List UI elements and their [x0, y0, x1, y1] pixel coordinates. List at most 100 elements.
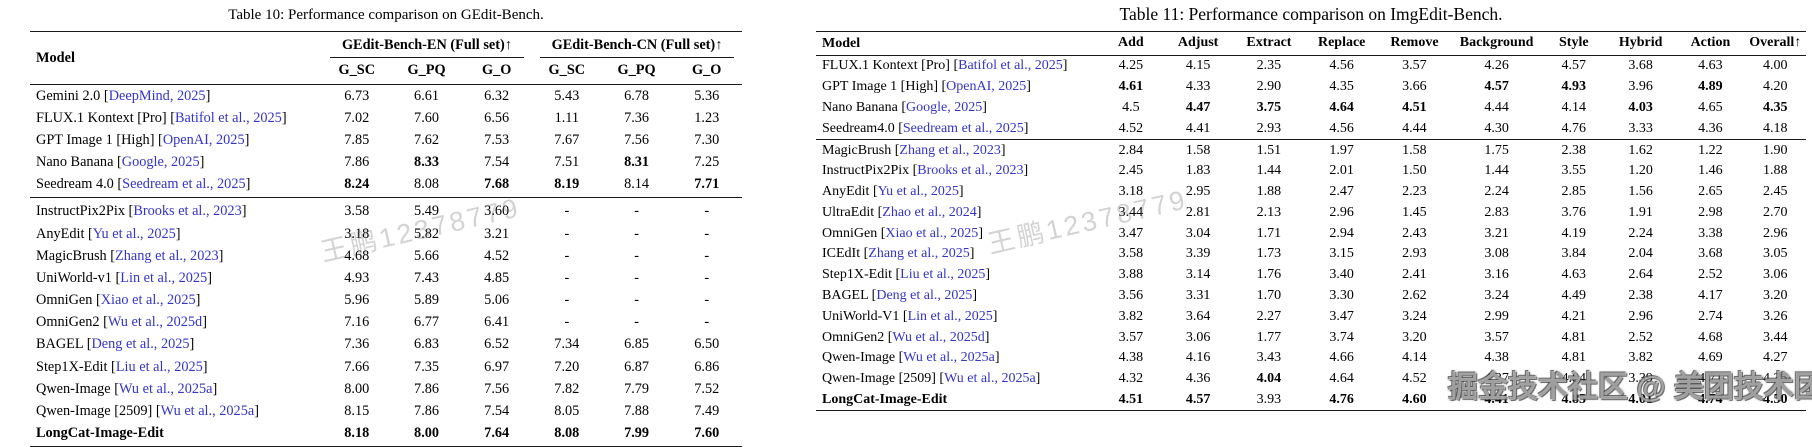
- citation-link[interactable]: Wu et al., 2025d: [107, 314, 203, 331]
- table-row: InstructPix2Pix [Brooks et al., 2023] 3.5…: [30, 198, 742, 223]
- score-cell: 2.74: [1698, 308, 1723, 324]
- score-cell: 3.39: [1628, 371, 1653, 387]
- citation-link[interactable]: Batifol et al., 2025: [958, 58, 1063, 74]
- score-cell: 6.77: [414, 314, 440, 331]
- score-cell: 8.19: [554, 176, 580, 193]
- citation-link[interactable]: Wu et al., 2025a: [944, 371, 1036, 387]
- citation-link[interactable]: DeepMind, 2025: [108, 87, 206, 104]
- score-cell: 4.26: [1484, 58, 1509, 74]
- citation-link[interactable]: Brooks et al., 2023: [917, 163, 1024, 179]
- citation-link[interactable]: Wu et al., 2025a: [118, 380, 213, 397]
- citation-link[interactable]: Deng et al., 2025: [91, 336, 190, 353]
- citation-link[interactable]: Batifol et al., 2025: [175, 109, 282, 126]
- score-cell: 2.84: [1118, 142, 1144, 158]
- score-cell: 4.52: [484, 247, 510, 264]
- score-cell: 4.61: [1118, 79, 1144, 95]
- citation-link[interactable]: Yu et al., 2025: [877, 184, 959, 200]
- citation-link[interactable]: Seedream et al., 2025: [122, 176, 246, 193]
- citation-link[interactable]: Xiao et al., 2025: [885, 225, 979, 241]
- citation-link[interactable]: Zhao et al., 2024: [882, 204, 977, 220]
- score-cell: 4.30: [1484, 120, 1509, 136]
- score-cell: 6.87: [624, 358, 650, 375]
- citation-link[interactable]: Google, 2025: [905, 99, 983, 115]
- score-cell: 4.51: [1118, 391, 1144, 407]
- column-header: Extract: [1246, 35, 1292, 50]
- table-row: UniWorld-v1 [Lin et al., 2025] 4.93 7.43 4.…: [30, 267, 742, 289]
- table-row: FLUX.1 Kontext [Pro] [Batifol et al., 20…: [816, 56, 1806, 77]
- table-row: OmniGen2 [Wu et al., 2025d] 7.16 6.77 6.41 -…: [30, 312, 742, 334]
- table11-caption: Table 11: Performance comparison on ImgE…: [1119, 4, 1503, 24]
- column-header: Style: [1559, 35, 1589, 50]
- score-cell: 6.97: [484, 358, 510, 375]
- score-cell: 5.82: [414, 225, 440, 242]
- table-row: Seedream4.0 [Seedream et al., 2025] 4.52 4…: [816, 118, 1806, 139]
- citation-link[interactable]: OpenAI, 2025: [162, 131, 245, 148]
- score-cell: 7.49: [694, 403, 720, 420]
- citation-link[interactable]: OpenAI, 2025: [946, 79, 1027, 95]
- model-name: BAGEL [Deng et al., 2025]: [36, 336, 195, 353]
- citation-link[interactable]: Brooks et al., 2023: [133, 203, 242, 220]
- score-cell: 8.08: [554, 425, 580, 442]
- score-cell: 7.71: [694, 176, 720, 193]
- model-name: Gemini 2.0 [DeepMind, 2025]: [36, 87, 211, 104]
- column-group-label: GEdit-Bench-EN (Full set)↑: [329, 37, 524, 58]
- citation-link[interactable]: Liu et al., 2025: [115, 358, 203, 375]
- citation-link[interactable]: Deng et al., 2025: [876, 287, 973, 303]
- model-name: Seedream4.0 [Seedream et al., 2025]: [822, 120, 1029, 136]
- table-row: Step1X-Edit [Liu et al., 2025] 7.66 7.35 6.…: [30, 356, 742, 378]
- score-cell: 1.45: [1402, 204, 1427, 220]
- score-cell: 4.38: [1118, 350, 1144, 366]
- citation-link[interactable]: Zhang et al., 2023: [899, 142, 1001, 158]
- score-cell: 4.44: [1402, 120, 1427, 136]
- score-cell: 1.58: [1402, 142, 1427, 158]
- score-cell: 4.63: [1561, 267, 1587, 283]
- score-cell: 3.31: [1185, 287, 1211, 303]
- citation-link[interactable]: Xiao et al., 2025: [100, 292, 196, 309]
- table-row: Seedream 4.0 [Seedream et al., 2025] 8.24…: [30, 174, 742, 198]
- score-cell: 4.00: [1763, 58, 1788, 74]
- score-cell: 3.57: [1402, 58, 1427, 74]
- score-cell: 3.20: [1763, 287, 1788, 303]
- score-cell: 1.91: [1628, 204, 1653, 220]
- model-name: UniWorld-v1 [Lin et al., 2025]: [36, 269, 212, 286]
- score-cell: 2.96: [1329, 204, 1354, 220]
- score-cell: 3.20: [1402, 329, 1427, 345]
- row-group: InstructPix2Pix [Brooks et al., 2023] 3.5…: [30, 197, 742, 447]
- score-cell: 2.93: [1402, 246, 1427, 262]
- score-cell: 3.82: [1118, 308, 1144, 324]
- score-cell: 2.83: [1484, 204, 1509, 220]
- citation-link[interactable]: Zhang et al., 2023: [115, 247, 219, 264]
- score-cell: -: [634, 247, 639, 264]
- model-name: FLUX.1 Kontext [Pro] [Batifol et al., 20…: [36, 109, 287, 126]
- citation-link[interactable]: Seedream et al., 2025: [902, 120, 1024, 136]
- score-cell: 6.73: [344, 87, 370, 104]
- score-cell: 7.82: [554, 380, 580, 397]
- score-cell: 3.66: [1402, 79, 1427, 95]
- table-row: BAGEL [Deng et al., 2025] 7.36 6.83 6.52 7.3…: [30, 334, 742, 356]
- table-row: LongCat-Image-Edit 4.51 4.57 3.93 4.76 4.60 4.…: [816, 390, 1806, 411]
- citation-link[interactable]: Lin et al., 2025: [907, 308, 993, 324]
- score-cell: 4.27: [1763, 350, 1788, 366]
- score-cell: 4.21: [1561, 308, 1587, 324]
- score-cell: 2.96: [1763, 225, 1788, 241]
- score-cell: 3.44: [1118, 204, 1144, 220]
- citation-link[interactable]: Wu et al., 2025a: [160, 403, 255, 420]
- citation-link[interactable]: Wu et al., 2025d: [892, 329, 985, 345]
- citation-link[interactable]: Google, 2025: [121, 154, 200, 171]
- score-cell: 2.90: [1256, 79, 1282, 95]
- model-name: Qwen-Image [Wu et al., 2025a]: [822, 350, 1000, 366]
- table-row: AnyEdit [Yu et al., 2025] 3.18 5.82 3.21 - - -: [30, 223, 742, 245]
- score-cell: 2.38: [1561, 142, 1587, 158]
- score-cell: -: [704, 225, 710, 242]
- score-cell: 7.85: [344, 131, 370, 148]
- score-cell: -: [704, 203, 710, 220]
- citation-link[interactable]: Liu et al., 2025: [900, 267, 986, 283]
- citation-link[interactable]: Zhang et al., 2025: [868, 246, 970, 262]
- citation-link[interactable]: Wu et al., 2025a: [903, 350, 995, 366]
- score-cell: 3.30: [1329, 287, 1354, 303]
- citation-link[interactable]: Lin et al., 2025: [120, 269, 208, 286]
- table10-header: Model GEdit-Bench-EN (Full set)↑ GEdit-Ben…: [30, 32, 742, 85]
- score-cell: 1.62: [1628, 142, 1653, 158]
- citation-link[interactable]: Yu et al., 2025: [92, 225, 176, 242]
- score-cell: 1.22: [1698, 142, 1723, 158]
